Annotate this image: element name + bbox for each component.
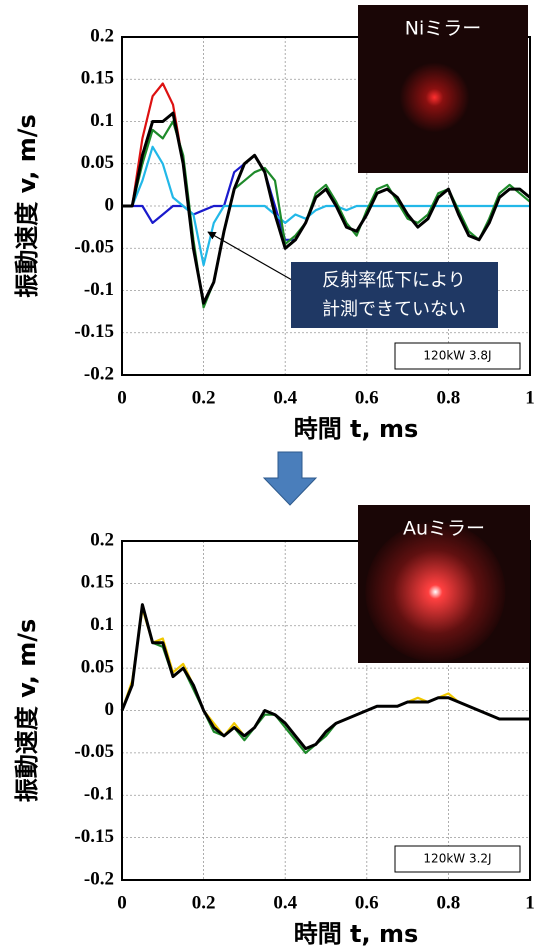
y-tick-label: -0.1 [84, 279, 114, 300]
inset-label: Auミラー [403, 518, 485, 540]
annotation-text: 計測できていない [322, 299, 466, 320]
y-tick-label: 0.05 [81, 656, 114, 677]
y-tick-label: -0.2 [84, 363, 114, 384]
x-tick-label: 0.6 [355, 387, 379, 408]
y-axis-title: 振動速度 v, m/s [13, 114, 41, 298]
x-axis-title: 時間 t, ms [294, 415, 419, 443]
x-tick-label: 0.4 [273, 387, 297, 408]
x-tick-label: 0.2 [192, 892, 216, 913]
y-axis-title: 振動速度 v, m/s [13, 619, 41, 803]
y-tick-label: 0.1 [90, 110, 114, 131]
y-tick-label: -0.2 [84, 868, 114, 889]
annotation-arrow [208, 232, 292, 280]
down-arrow [264, 452, 316, 505]
y-tick-label: 0.15 [81, 68, 114, 89]
x-tick-label: 0.4 [273, 892, 297, 913]
y-tick-label: -0.15 [74, 321, 114, 342]
y-tick-label: -0.15 [74, 826, 114, 847]
x-tick-label: 0 [117, 387, 127, 408]
x-axis-title: 時間 t, ms [294, 920, 419, 947]
info-label: 120kW 3.8J [423, 349, 491, 363]
inset-label: Niミラー [405, 18, 482, 40]
y-tick-label: 0.1 [90, 614, 114, 635]
x-tick-label: 0.8 [437, 892, 461, 913]
y-tick-label: 0 [105, 699, 115, 720]
inset-glow [400, 62, 470, 132]
y-tick-label: 0 [105, 194, 115, 215]
x-tick-label: 1 [525, 387, 535, 408]
y-tick-label: 0.2 [90, 529, 114, 550]
y-tick-label: 0.15 [81, 572, 114, 593]
annotation-text: 反射率低下により [322, 270, 466, 291]
y-tick-label: 0.05 [81, 152, 114, 173]
y-tick-label: -0.1 [84, 784, 114, 805]
x-tick-label: 0 [117, 892, 127, 913]
inset-glow [365, 522, 505, 662]
figure: 0 0.2 0.4 0.6 0.8 1 0.2 0.15 0.1 0.05 0 -0.05 -0.1 -0… [0, 0, 537, 947]
y-tick-label: 0.2 [90, 25, 114, 46]
x-tick-label: 0.8 [437, 387, 461, 408]
y-tick-label: -0.05 [74, 237, 114, 258]
y-tick-label: -0.05 [74, 741, 114, 762]
info-label: 120kW 3.2J [423, 852, 491, 866]
x-tick-label: 1 [525, 892, 535, 913]
x-tick-label: 0.6 [355, 892, 379, 913]
x-tick-label: 0.2 [192, 387, 216, 408]
